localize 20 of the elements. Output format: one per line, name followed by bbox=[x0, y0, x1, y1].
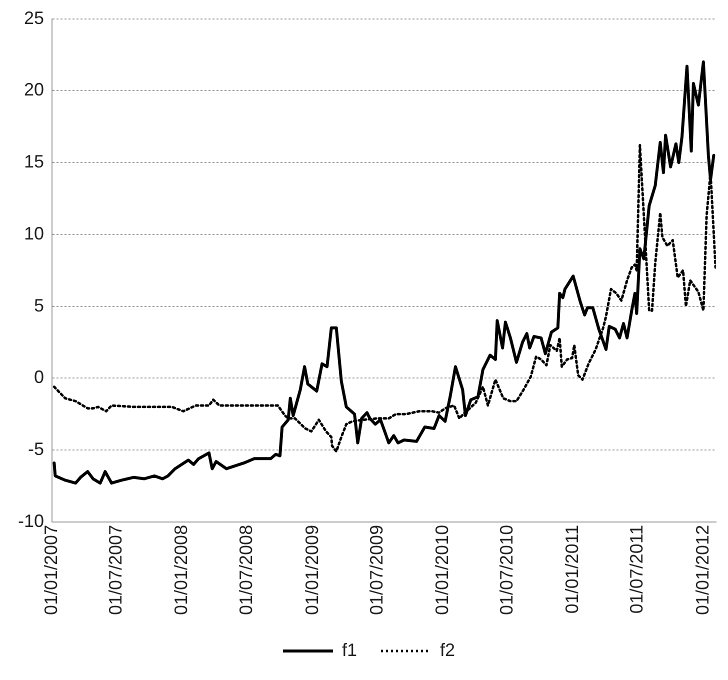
x-tick-label: 01/07/2011 bbox=[626, 524, 647, 614]
y-tick-label: 15 bbox=[24, 152, 44, 172]
x-tick-label: 01/07/2009 bbox=[366, 524, 386, 616]
x-tick-label: 01/01/2009 bbox=[302, 524, 322, 616]
y-tick-label: 25 bbox=[24, 8, 44, 28]
y-tick-label: -5 bbox=[28, 439, 44, 460]
x-tick-label: 01/07/2007 bbox=[106, 524, 126, 616]
x-tick-label: 01/07/2010 bbox=[496, 524, 517, 616]
x-tick-label: 01/01/2012 bbox=[692, 524, 712, 616]
y-tick-label: 5 bbox=[34, 295, 44, 316]
y-tick-label: -10 bbox=[18, 510, 44, 531]
legend-label: f1 bbox=[342, 640, 358, 660]
x-tick-label: 01/01/2011 bbox=[562, 524, 582, 614]
x-tick-label: 01/01/2010 bbox=[432, 524, 452, 616]
x-tick-label: 01/01/2008 bbox=[171, 524, 192, 616]
y-tick-label: 20 bbox=[24, 80, 44, 100]
x-tick-label: 01/07/2008 bbox=[236, 524, 256, 616]
y-tick-label: 10 bbox=[24, 223, 44, 244]
y-tick-label: 0 bbox=[34, 367, 44, 388]
legend-label: f2 bbox=[440, 640, 456, 660]
